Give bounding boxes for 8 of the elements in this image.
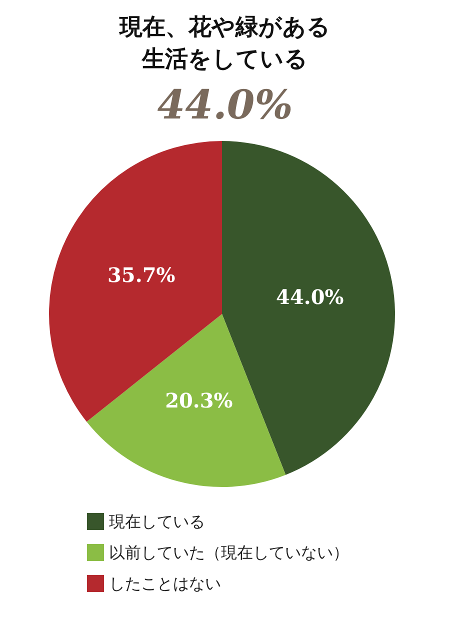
- data-label: 35.7%: [108, 263, 176, 288]
- legend-label: したことはない: [109, 574, 221, 593]
- chart-subtitle: 44.0%: [157, 82, 293, 128]
- chart-title: 現在、花や緑がある生活をしている: [118, 14, 330, 72]
- legend-label: 現在している: [109, 512, 205, 531]
- data-label: 44.0%: [276, 285, 344, 310]
- data-label: 20.3%: [165, 388, 233, 412]
- legend-label: 以前していた（現在していない）: [109, 543, 349, 562]
